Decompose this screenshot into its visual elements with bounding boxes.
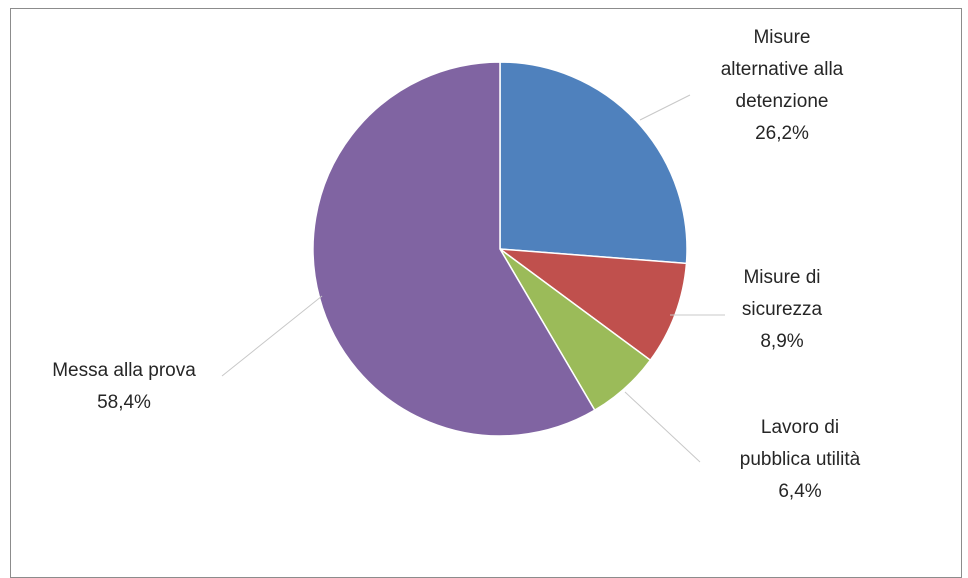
- pie-slice-1: [497, 248, 688, 362]
- slice-value-label-3: 58,4%: [97, 392, 151, 413]
- slice-value-label-0: 26,2%: [755, 123, 809, 144]
- slice-value-label-1: 8,9%: [760, 331, 803, 352]
- pie-slice-0: [499, 61, 688, 265]
- slice-category-label-0: Misure: [753, 27, 810, 48]
- slice-category-label-1: sicurezza: [742, 299, 823, 320]
- leader-line-0: [639, 94, 691, 121]
- leader-line-3: [221, 295, 323, 377]
- leader-line-2: [624, 391, 701, 463]
- slice-category-label-1: Misure di: [743, 267, 820, 288]
- slice-category-label-0: detenzione: [736, 91, 829, 112]
- slice-value-label-2: 6,4%: [778, 481, 821, 502]
- slice-category-label-0: alternative alla: [721, 59, 844, 80]
- slice-category-label-2: Lavoro di: [761, 417, 839, 438]
- slice-category-label-3: Messa alla prova: [52, 360, 196, 381]
- slice-category-label-2: pubblica utilità: [740, 449, 861, 470]
